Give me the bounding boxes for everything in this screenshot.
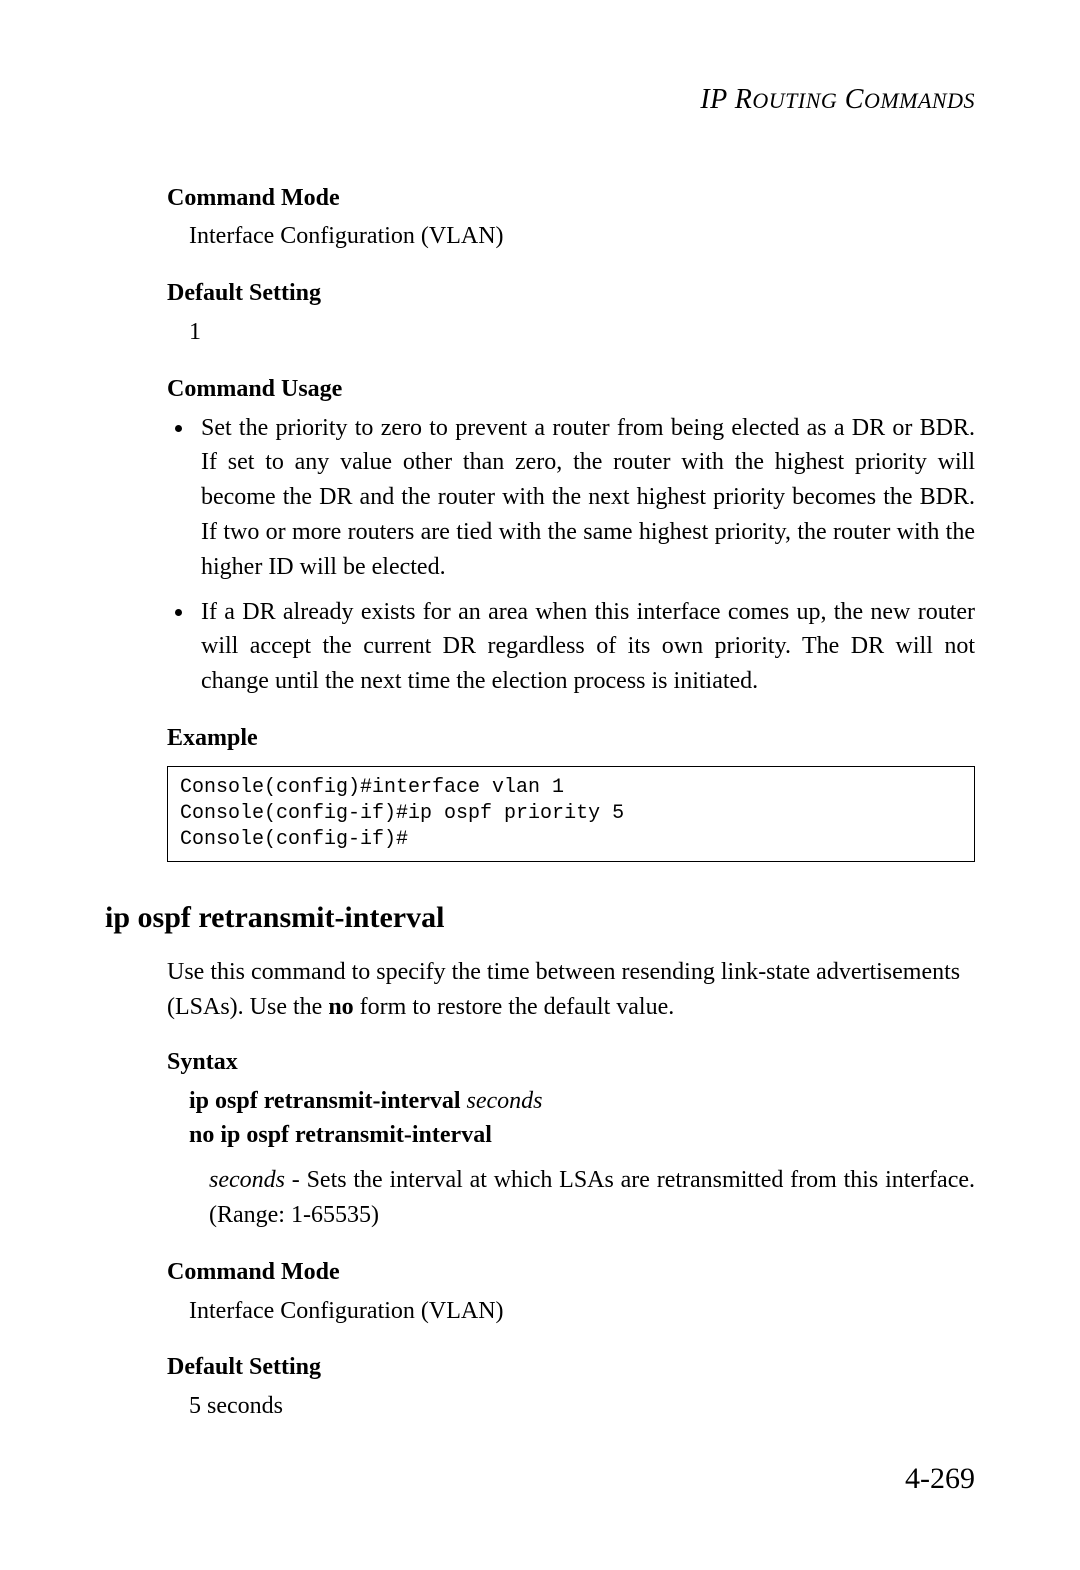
intro-no: no [328, 994, 353, 1020]
syntax-line1-ital: seconds [467, 1088, 543, 1114]
syntax-line1-bold: ip ospf retransmit-interval [189, 1088, 467, 1114]
command-mode-block-1: Command Mode Interface Configuration (VL… [167, 181, 975, 255]
running-head-prefix: IP R [700, 84, 752, 115]
param-name: seconds [209, 1167, 285, 1193]
command-mode-value-2: Interface Configuration (VLAN) [189, 1294, 975, 1329]
usage-bullet-list: Set the priority to zero to prevent a ro… [167, 411, 975, 699]
command-mode-value-1: Interface Configuration (VLAN) [189, 219, 975, 254]
default-setting-label-2: Default Setting [167, 1350, 975, 1385]
running-head-mid: C [837, 84, 864, 115]
example-label: Example [167, 721, 975, 756]
section-title: ip ospf retransmit-interval [105, 896, 975, 940]
command-mode-block-2: Command Mode Interface Configuration (VL… [167, 1255, 975, 1329]
example-block: Example Console(config)#interface vlan 1… [167, 721, 975, 862]
page-container: IP ROUTING COMMANDS Command Mode Interfa… [0, 0, 1080, 1424]
command-usage-block: Command Usage Set the priority to zero t… [167, 372, 975, 699]
intro-text-b: form to restore the default value. [354, 994, 675, 1020]
param-text: - Sets the interval at which LSAs are re… [209, 1167, 975, 1228]
syntax-label: Syntax [167, 1045, 975, 1080]
usage-bullet-2: If a DR already exists for an area when … [195, 595, 975, 699]
default-setting-block-2: Default Setting 5 seconds [167, 1350, 975, 1424]
syntax-block: Syntax ip ospf retransmit-interval secon… [167, 1045, 975, 1233]
running-head: IP ROUTING COMMANDS [105, 80, 975, 121]
command-mode-label-2: Command Mode [167, 1255, 975, 1290]
section-intro: Use this command to specify the time bet… [167, 955, 975, 1025]
default-setting-value-2: 5 seconds [189, 1389, 975, 1424]
command-usage-label: Command Usage [167, 372, 975, 407]
running-head-sc2: OMMANDS [864, 88, 975, 113]
page-number: 4-269 [905, 1457, 975, 1501]
running-head-sc1: OUTING [752, 88, 837, 113]
param-desc: seconds - Sets the interval at which LSA… [209, 1163, 975, 1233]
default-setting-block-1: Default Setting 1 [167, 276, 975, 350]
syntax-line-2: no ip ospf retransmit-interval [189, 1118, 975, 1153]
syntax-line-1: ip ospf retransmit-interval seconds [189, 1084, 975, 1119]
command-mode-label-1: Command Mode [167, 181, 975, 216]
usage-bullet-1: Set the priority to zero to prevent a ro… [195, 411, 975, 585]
example-code: Console(config)#interface vlan 1 Console… [167, 766, 975, 862]
default-setting-value-1: 1 [189, 315, 975, 350]
default-setting-label-1: Default Setting [167, 276, 975, 311]
syntax-lines: ip ospf retransmit-interval seconds no i… [189, 1084, 975, 1154]
